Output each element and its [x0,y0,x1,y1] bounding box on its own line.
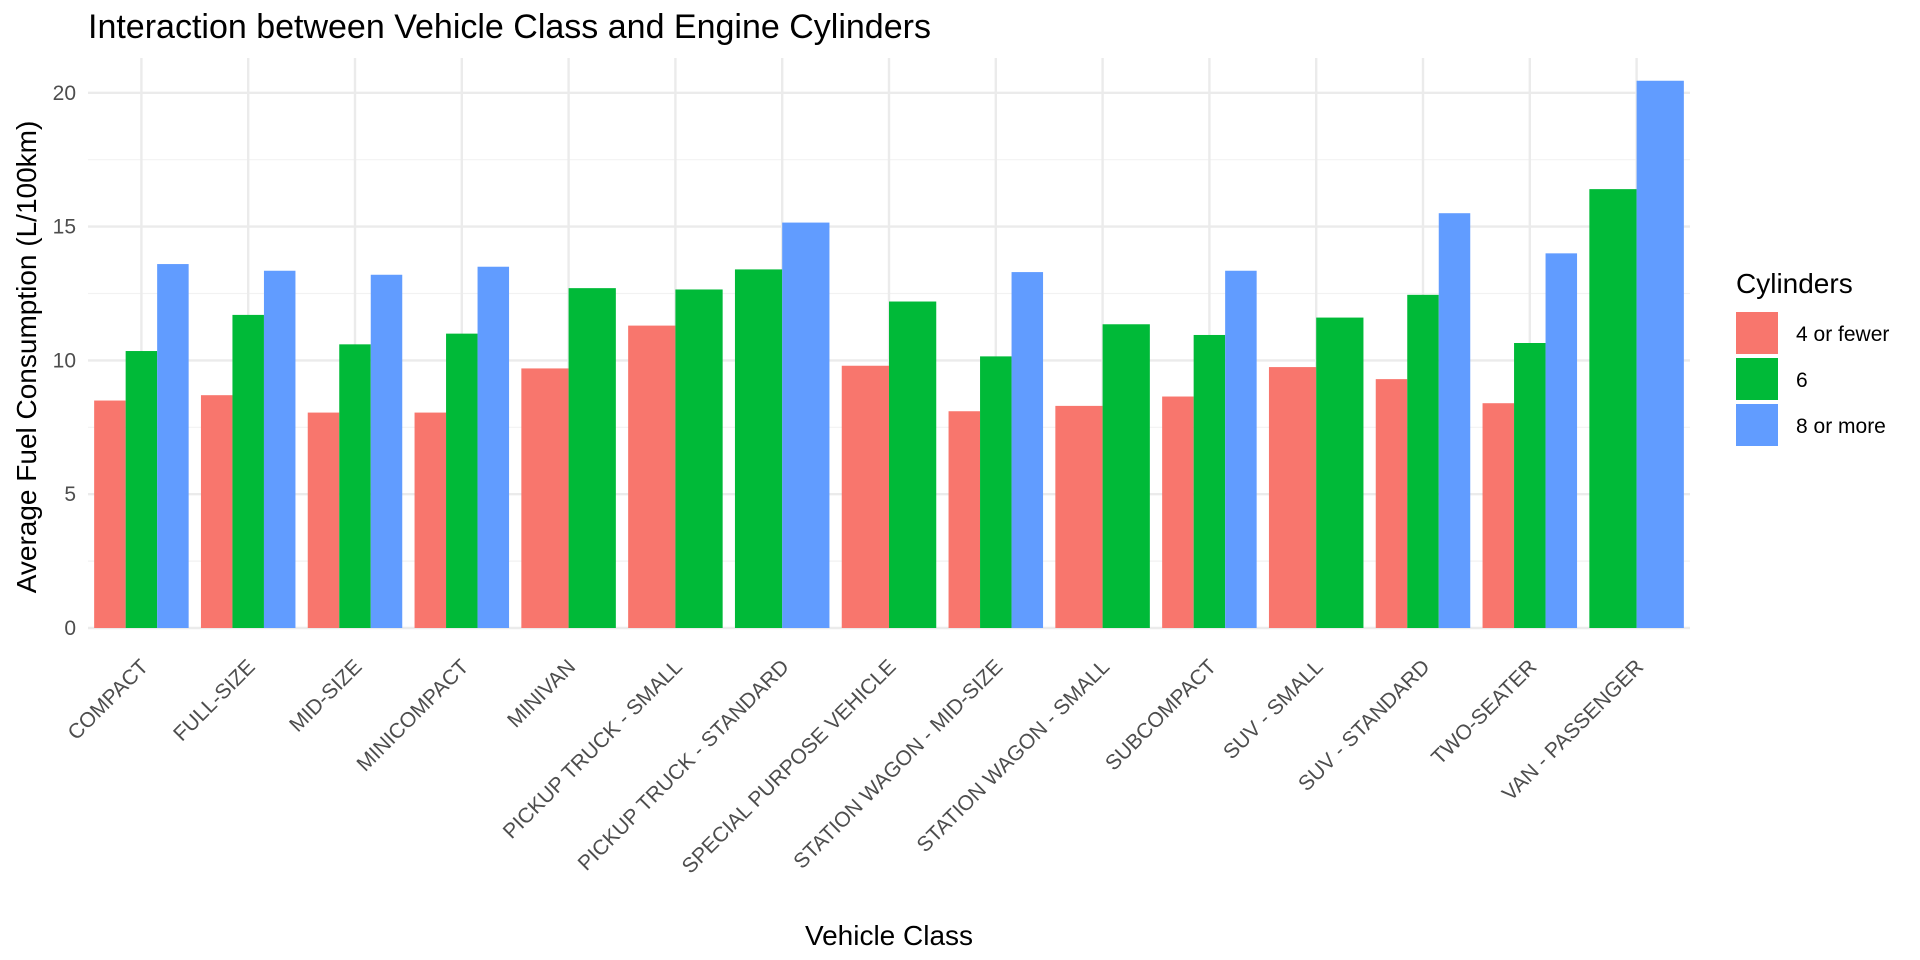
bar [841,365,889,628]
bar [628,325,676,628]
bar [307,412,340,628]
x-tick-label: SPECIAL PURPOSE VEHICLE [678,655,901,878]
chart-title: Interaction between Vehicle Class and En… [88,8,931,46]
legend-label: 6 [1796,369,1808,392]
y-tick-label: 5 [64,483,76,506]
bar [1055,405,1103,628]
legend-swatch [1736,358,1778,400]
x-tick-label: STATION WAGON - SMALL [913,655,1115,857]
bar [414,412,447,628]
bar [1193,334,1226,628]
bar [446,333,478,628]
y-tick-label: 10 [53,349,76,372]
bar [1407,294,1439,628]
bar [232,314,264,628]
x-tick-label: PICKUP TRUCK - SMALL [499,655,687,843]
x-tick-label: MINIVAN [503,655,580,732]
x-tick-label: MID-SIZE [285,655,366,736]
legend-swatch [1736,404,1778,446]
bar [568,288,616,628]
legend-swatch [1736,312,1778,354]
bar [263,270,296,628]
bar [1225,270,1257,628]
x-tick-label: MINICOMPACT [353,655,474,776]
y-axis-ticks: 0 5 10 15 20 [53,82,76,640]
bar [1482,403,1515,628]
bar [125,351,158,628]
x-tick-label: PICKUP TRUCK - STANDARD [574,655,794,875]
bar [477,266,510,628]
bar [1589,189,1637,628]
bar [1011,272,1044,628]
bar [1316,317,1364,628]
x-tick-label: COMPACT [64,655,154,745]
bar [1636,80,1684,629]
x-tick-label: SUV - SMALL [1219,655,1328,764]
bar [370,274,403,628]
x-tick-label: FULL-SIZE [169,655,260,746]
bar [1268,367,1317,628]
bar [94,400,126,628]
bar [889,301,937,628]
bar [339,344,371,628]
y-axis-title: Average Fuel Consumption (L/100km) [11,121,42,594]
x-tick-label: TWO-SEATER [1427,655,1541,769]
bar [1375,379,1408,628]
bar [782,222,830,629]
bar [157,264,189,628]
bar [1514,343,1546,628]
x-tick-label: SUBCOMPACT [1101,655,1221,775]
bar [948,411,981,628]
legend-label: 4 or fewer [1796,323,1889,346]
bar [1162,396,1194,628]
y-tick-label: 15 [53,216,76,239]
bars [94,80,1684,629]
y-tick-label: 0 [64,617,76,640]
bar [1102,324,1150,628]
legend-title: Cylinders [1736,268,1853,299]
legend-label: 8 or more [1796,415,1886,438]
bar [675,289,723,628]
bar [980,356,1012,628]
x-tick-label: STATION WAGON - MID-SIZE [789,655,1007,873]
x-axis-title: Vehicle Class [805,920,973,951]
bar [200,395,233,628]
legend: Cylinders 4 or fewer 6 8 or more [1736,268,1889,446]
bar [521,368,569,628]
y-tick-label: 20 [53,82,76,105]
bar [734,269,783,628]
bar [1438,213,1471,628]
legend-items: 4 or fewer 6 8 or more [1736,312,1889,446]
bar [1545,253,1578,628]
